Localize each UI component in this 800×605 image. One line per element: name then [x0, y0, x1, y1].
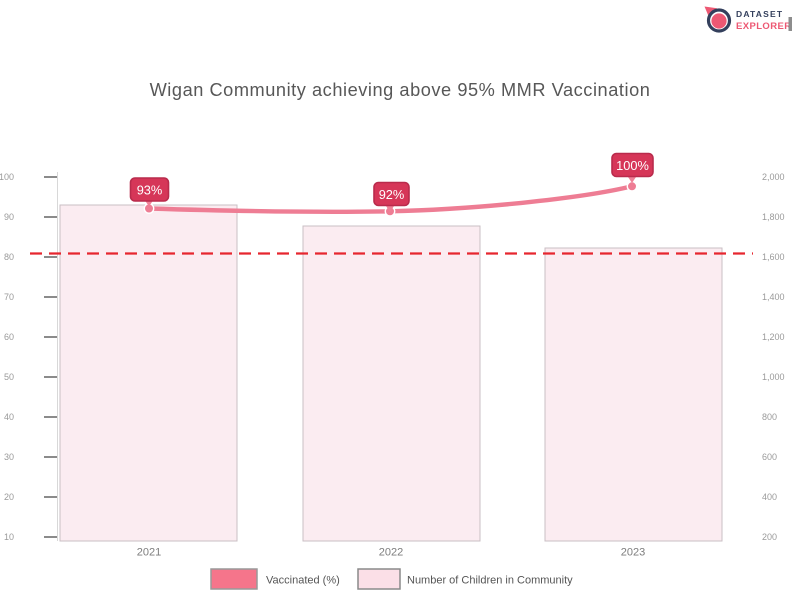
svg-text:600: 600 — [762, 452, 777, 462]
svg-text:100: 100 — [0, 172, 14, 182]
svg-text:Vaccinated (%): Vaccinated (%) — [266, 575, 340, 587]
svg-text:100%: 100% — [616, 158, 649, 173]
svg-text:1,600: 1,600 — [762, 252, 785, 262]
svg-text:2,000: 2,000 — [762, 172, 785, 182]
svg-text:DATASET: DATASET — [736, 9, 783, 19]
svg-text:2023: 2023 — [621, 547, 645, 559]
svg-text:Wigan Community achieving abov: Wigan Community achieving above 95% MMR … — [150, 80, 651, 100]
svg-text:92%: 92% — [379, 187, 405, 202]
svg-text:Number of Children in Communit: Number of Children in Community — [407, 575, 573, 587]
svg-text:93%: 93% — [137, 182, 163, 197]
svg-text:800: 800 — [762, 412, 777, 422]
svg-text:200: 200 — [762, 532, 777, 542]
svg-text:30: 30 — [4, 452, 14, 462]
svg-text:20: 20 — [4, 492, 14, 502]
svg-text:60: 60 — [4, 332, 14, 342]
svg-text:EXPLORER: EXPLORER — [736, 21, 791, 32]
svg-text:70: 70 — [4, 292, 14, 302]
svg-text:80: 80 — [4, 252, 14, 262]
svg-text:400: 400 — [762, 492, 777, 502]
svg-text:50: 50 — [4, 372, 14, 382]
svg-text:10: 10 — [4, 532, 14, 542]
svg-text:2021: 2021 — [137, 547, 161, 559]
svg-text:1,200: 1,200 — [762, 332, 785, 342]
svg-text:2022: 2022 — [379, 547, 403, 559]
svg-text:40: 40 — [4, 412, 14, 422]
svg-text:1,800: 1,800 — [762, 212, 785, 222]
svg-text:1,000: 1,000 — [762, 372, 785, 382]
svg-text:1,400: 1,400 — [762, 292, 785, 302]
svg-text:90: 90 — [4, 212, 14, 222]
